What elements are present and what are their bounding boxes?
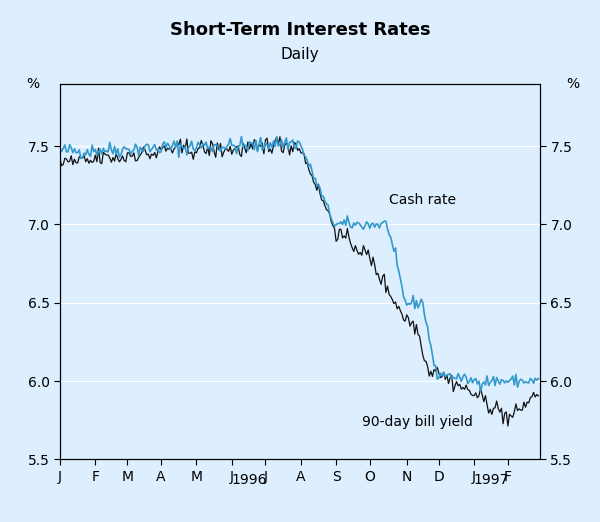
Text: Short-Term Interest Rates: Short-Term Interest Rates (170, 21, 430, 39)
Text: 90-day bill yield: 90-day bill yield (362, 416, 473, 430)
Text: 1996: 1996 (231, 473, 266, 487)
Text: 1997: 1997 (473, 473, 509, 487)
Text: Daily: Daily (281, 47, 319, 62)
Text: Cash rate: Cash rate (389, 193, 456, 207)
Text: %: % (566, 77, 580, 90)
Text: %: % (26, 77, 40, 90)
